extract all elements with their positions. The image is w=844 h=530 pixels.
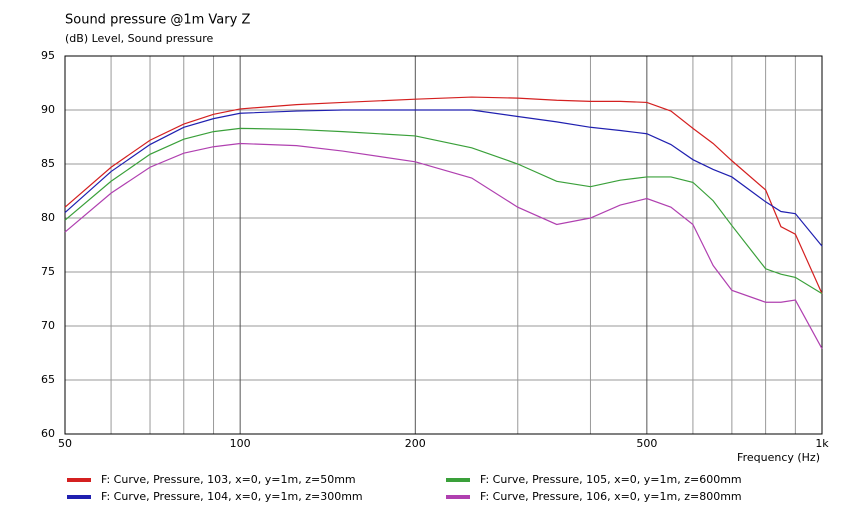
x-tick-label: 50 [58, 437, 72, 450]
legend-label: F: Curve, Pressure, 104, x=0, y=1m, z=30… [101, 490, 363, 503]
x-tick-label: 100 [230, 437, 251, 450]
y-tick-label: 75 [41, 265, 55, 278]
chart-subtitle: (dB) Level, Sound pressure [65, 32, 214, 45]
y-tick-label: 65 [41, 373, 55, 386]
y-tick-label: 60 [41, 427, 55, 440]
plot-area [65, 56, 822, 434]
series-line [64, 142, 823, 349]
x-tick-label: 1k [815, 437, 829, 450]
plot-border [64, 55, 823, 435]
chart-title: Sound pressure @1m Vary Z [65, 13, 250, 28]
legend-label: F: Curve, Pressure, 105, x=0, y=1m, z=60… [480, 473, 742, 486]
x-tick-label: 500 [636, 437, 657, 450]
series-line [64, 109, 823, 247]
legend-label: F: Curve, Pressure, 106, x=0, y=1m, z=80… [480, 490, 742, 503]
series-line [64, 96, 823, 294]
y-tick-label: 70 [41, 319, 55, 332]
y-tick-label: 80 [41, 211, 55, 224]
x-axis-label: Frequency (Hz) [737, 451, 820, 464]
series-line [64, 127, 823, 295]
x-tick-label: 200 [405, 437, 426, 450]
legend-label: F: Curve, Pressure, 103, x=0, y=1m, z=50… [101, 473, 356, 486]
y-tick-label: 90 [41, 103, 55, 116]
y-tick-label: 95 [41, 49, 55, 62]
y-tick-label: 85 [41, 157, 55, 170]
